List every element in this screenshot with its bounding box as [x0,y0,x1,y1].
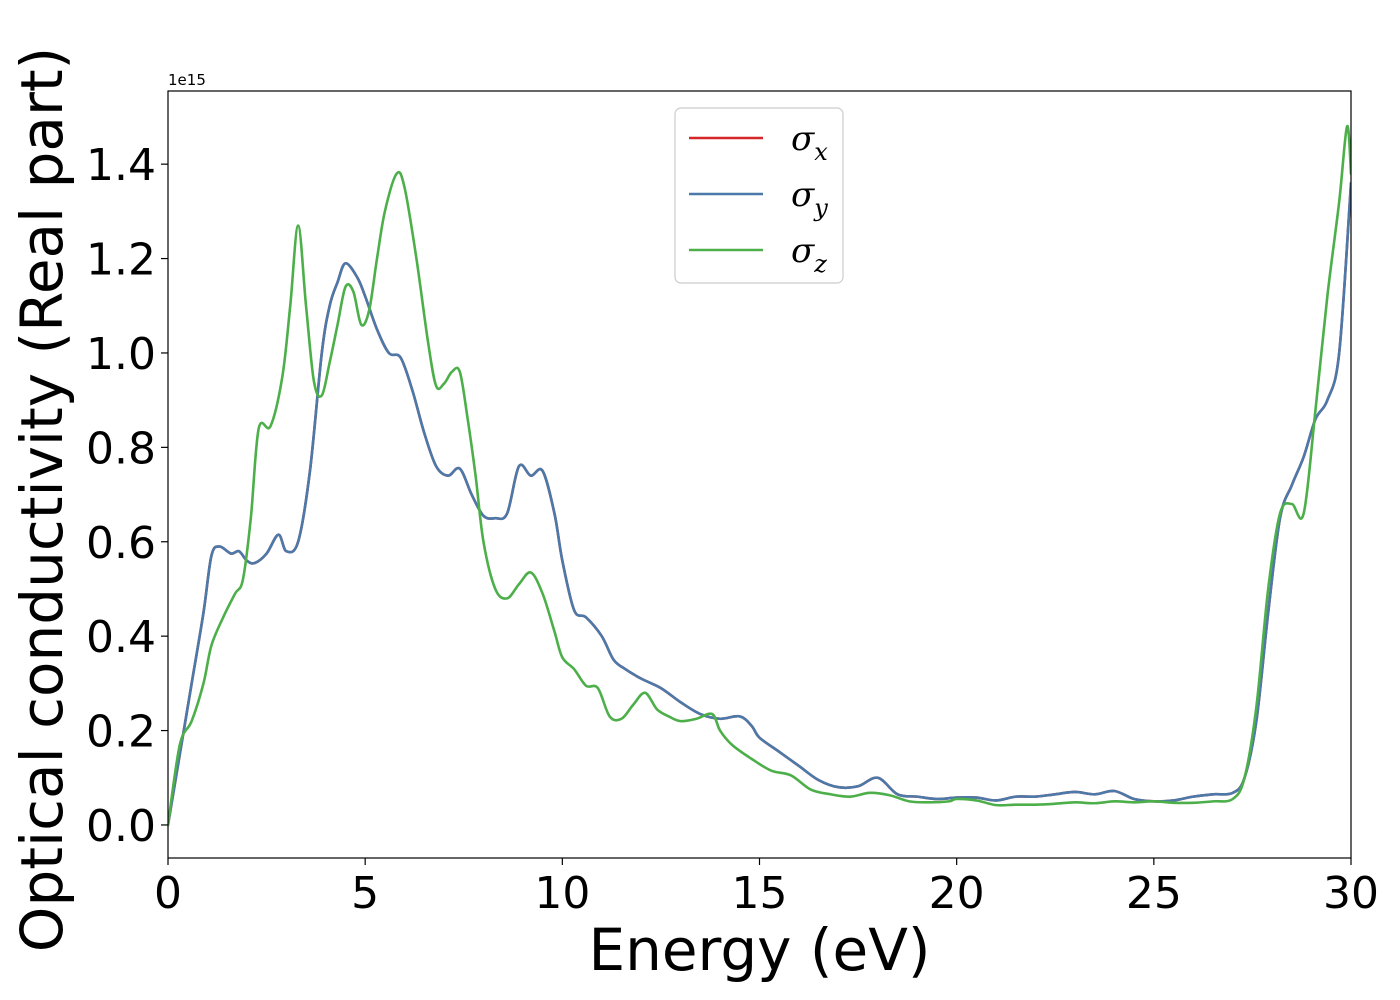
x-tick-label: 15 [732,868,788,919]
y-tick-label: 0.4 [86,612,156,663]
x-tick-label: 5 [351,868,379,919]
y-axis-label: Optical conductivity (Real part) [8,47,76,952]
x-axis: 0 5 10 15 20 25 30 [154,858,1379,919]
x-tick-label: 25 [1126,868,1182,919]
y-tick-label: 0.2 [86,707,156,758]
x-tick-label: 0 [154,868,182,919]
x-tick-label: 30 [1323,868,1379,919]
y-tick-label: 1.4 [86,140,156,191]
y-offset-text: 1e15 [168,71,206,89]
legend-box [674,107,844,284]
y-axis: 0.0 0.2 0.4 0.6 0.8 1.0 1.2 1.4 [86,140,168,852]
x-axis-label: Energy (eV) [588,916,930,984]
series-line-y [168,181,1351,827]
y-tick-label: 0.0 [86,801,156,852]
series-line-z [168,125,1351,827]
x-tick-label: 10 [534,868,590,919]
series-lines [168,125,1351,827]
x-tick-label: 20 [929,868,985,919]
y-tick-label: 1.0 [86,329,156,380]
y-tick-label: 1.2 [86,235,156,286]
y-tick-label: 0.8 [86,423,156,474]
y-tick-label: 0.6 [86,518,156,569]
